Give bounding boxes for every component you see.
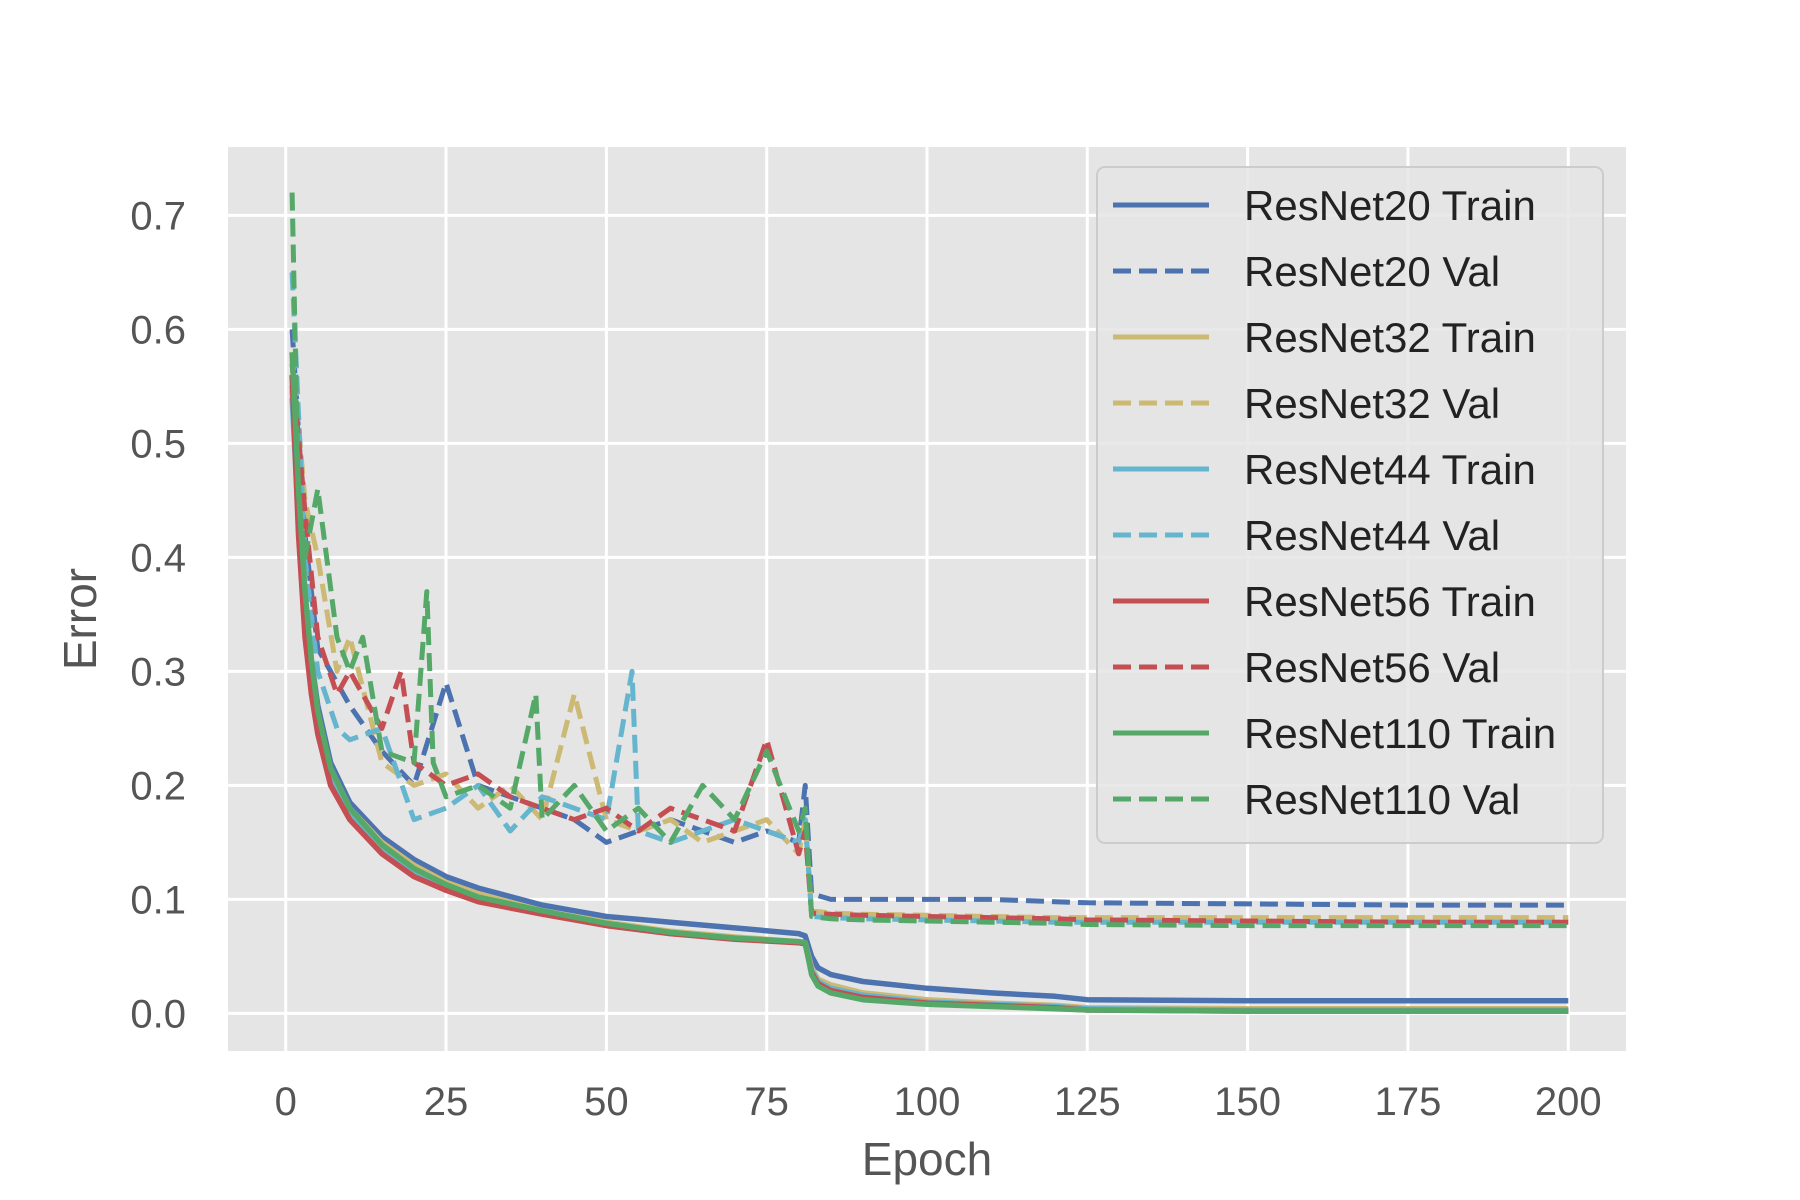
y-tick-label: 0.1 [130, 878, 186, 922]
x-tick-labels: 0 25 50 75 100 125 150 175 200 [275, 1080, 1602, 1124]
series-line-resnet32-val [289, 351, 1569, 921]
y-tick-label: 0.0 [130, 992, 186, 1036]
y-axis-title: Error [54, 568, 106, 670]
legend-label-resnet20-val: ResNet20 Val [1244, 248, 1500, 295]
x-tick-label: 50 [584, 1080, 629, 1124]
y-tick-label: 0.5 [130, 422, 186, 466]
legend-label-resnet110-train: ResNet110 Train [1244, 710, 1556, 757]
legend-box [1096, 166, 1604, 844]
y-tick-labels: 0.0 0.1 0.2 0.3 0.4 0.5 0.6 0.7 [130, 194, 186, 1036]
series-line-resnet56-val [289, 363, 1569, 925]
x-tick-label: 100 [894, 1080, 961, 1124]
legend-label-resnet56-train: ResNet56 Train [1244, 578, 1536, 625]
legend-label-resnet44-train: ResNet44 Train [1244, 446, 1536, 493]
legend: ResNet20 Train ResNet20 Val ResNet32 Train… [1096, 166, 1604, 844]
x-tick-label: 125 [1054, 1080, 1121, 1124]
x-tick-label: 200 [1535, 1080, 1602, 1124]
y-tick-label: 0.4 [130, 536, 186, 580]
legend-label-resnet20-train: ResNet20 Train [1244, 182, 1536, 229]
legend-label-resnet110-val: ResNet110 Val [1244, 776, 1520, 823]
x-tick-label: 25 [424, 1080, 469, 1124]
y-tick-label: 0.7 [130, 194, 186, 238]
x-tick-label: 175 [1375, 1080, 1442, 1124]
legend-label-resnet44-val: ResNet44 Val [1244, 512, 1500, 559]
x-tick-label: 75 [744, 1080, 789, 1124]
x-tick-label: 150 [1214, 1080, 1281, 1124]
x-tick-label: 0 [275, 1080, 297, 1124]
y-tick-label: 0.6 [130, 308, 186, 352]
legend-label-resnet32-train: ResNet32 Train [1244, 314, 1536, 361]
y-tick-label: 0.3 [130, 650, 186, 694]
legend-label-resnet32-val: ResNet32 Val [1244, 380, 1500, 427]
y-tick-label: 0.2 [130, 764, 186, 808]
series-lines [289, 192, 1569, 1014]
x-axis-title: Epoch [862, 1133, 992, 1185]
legend-label-resnet56-val: ResNet56 Val [1244, 644, 1500, 691]
series-line-resnet110-train [289, 352, 1569, 1014]
